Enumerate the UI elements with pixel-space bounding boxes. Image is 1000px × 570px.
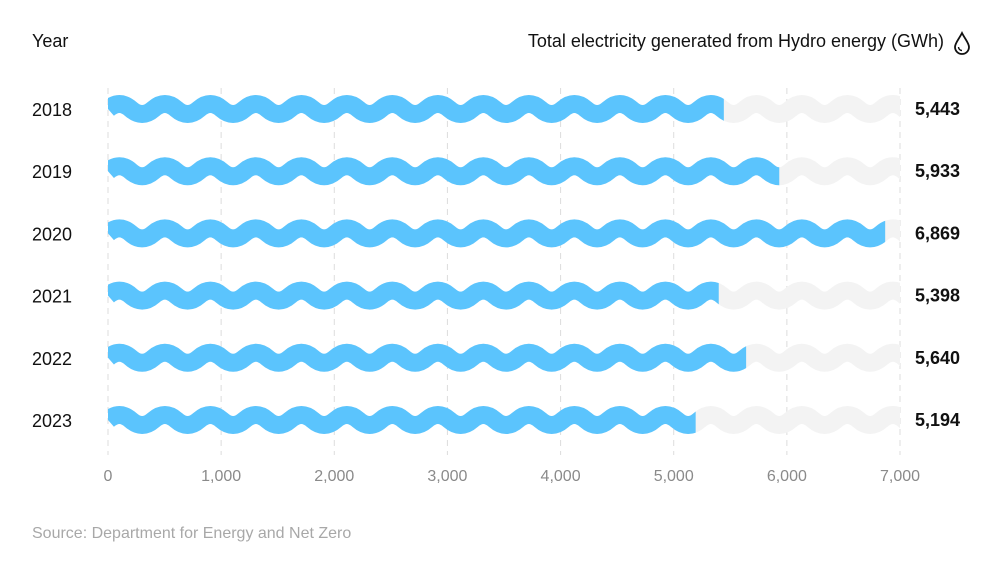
water-drop-icon bbox=[954, 30, 970, 55]
category-label: 2018 bbox=[32, 100, 72, 120]
category-label: 2022 bbox=[32, 349, 72, 369]
value-label: 5,194 bbox=[915, 410, 960, 430]
value-label: 5,398 bbox=[915, 286, 960, 306]
category-label: 2019 bbox=[32, 162, 72, 182]
x-tick-label: 2,000 bbox=[314, 468, 354, 485]
bar-2019 bbox=[108, 157, 780, 186]
bar-2023 bbox=[108, 406, 696, 434]
category-header: Year bbox=[32, 31, 69, 51]
source-note: Source: Department for Energy and Net Ze… bbox=[32, 525, 352, 542]
value-label: 5,933 bbox=[915, 161, 960, 181]
x-tick-label: 4,000 bbox=[541, 468, 581, 485]
value-label: 5,443 bbox=[915, 99, 960, 119]
value-header: Total electricity generated from Hydro e… bbox=[527, 31, 944, 51]
x-tick-label: 1,000 bbox=[201, 468, 241, 485]
value-label: 5,640 bbox=[915, 348, 960, 368]
x-tick-label: 7,000 bbox=[880, 468, 920, 485]
bar-2020 bbox=[108, 219, 886, 248]
x-tick-label: 0 bbox=[104, 468, 113, 485]
x-tick-label: 6,000 bbox=[767, 468, 807, 485]
value-label: 6,869 bbox=[915, 223, 960, 243]
bar-2022 bbox=[108, 343, 747, 372]
category-label: 2020 bbox=[32, 224, 72, 244]
bar-2021 bbox=[108, 281, 719, 310]
category-label: 2023 bbox=[32, 411, 72, 431]
x-tick-label: 5,000 bbox=[654, 468, 694, 485]
x-tick-label: 3,000 bbox=[427, 468, 467, 485]
bar-2018 bbox=[108, 95, 724, 123]
category-label: 2021 bbox=[32, 287, 72, 307]
